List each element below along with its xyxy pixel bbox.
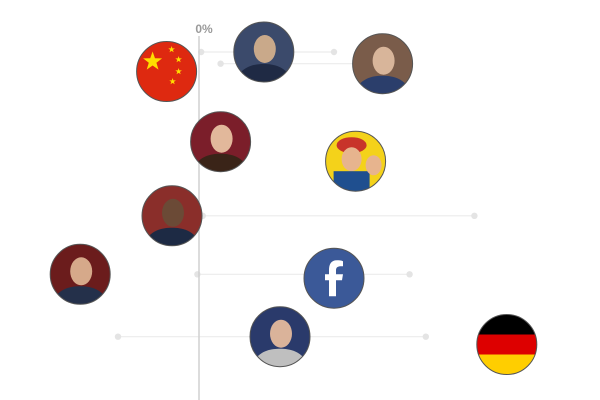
rosie-riveter-bubble[interactable] [325, 130, 387, 193]
facebook-logo-icon [304, 248, 364, 309]
barack-obama-range-end-dot [471, 212, 478, 219]
china-bubble[interactable] [136, 41, 198, 102]
george-w-bush-bubble[interactable] [49, 243, 111, 305]
melania-trump-bubble[interactable] [190, 111, 252, 173]
germany-bubble[interactable] [476, 314, 538, 375]
bill-clinton-bubble[interactable] [249, 306, 311, 368]
barack-obama-bubble-outline [141, 185, 203, 247]
germany-bubble-outline [476, 314, 538, 375]
bob-dole-bubble[interactable] [233, 21, 295, 83]
al-gore-bubble[interactable] [352, 33, 414, 95]
al-gore-bubble-outline [352, 33, 414, 95]
facebook-bubble[interactable] [303, 247, 365, 309]
bubbles [49, 21, 538, 375]
bill-clinton-range-end-dot [422, 333, 429, 340]
barack-obama-bubble[interactable] [141, 185, 203, 247]
george-w-bush-range-end-dot [406, 271, 413, 278]
melania-trump-bubble-outline [190, 111, 252, 173]
bill-clinton-bubble-outline [249, 306, 311, 368]
melania-trump-portrait-icon [190, 111, 251, 172]
bill-clinton-portrait-icon [250, 306, 310, 367]
china-flag-icon [136, 41, 197, 102]
rosie-riveter-poster-icon [325, 131, 386, 192]
bob-dole-range-end-dot [330, 48, 338, 56]
facebook-bubble-outline [303, 247, 365, 309]
china-bubble-outline [136, 41, 198, 102]
zero-axis-label: 0% [195, 22, 213, 36]
bob-dole-bubble-outline [233, 21, 295, 83]
al-gore-range-start-dot [217, 60, 224, 67]
rosie-riveter-bubble-outline [325, 130, 387, 192]
germany-flag-icon [476, 314, 537, 375]
george-w-bush-bubble-outline [49, 243, 111, 305]
bill-clinton-range-start-dot [114, 333, 122, 340]
